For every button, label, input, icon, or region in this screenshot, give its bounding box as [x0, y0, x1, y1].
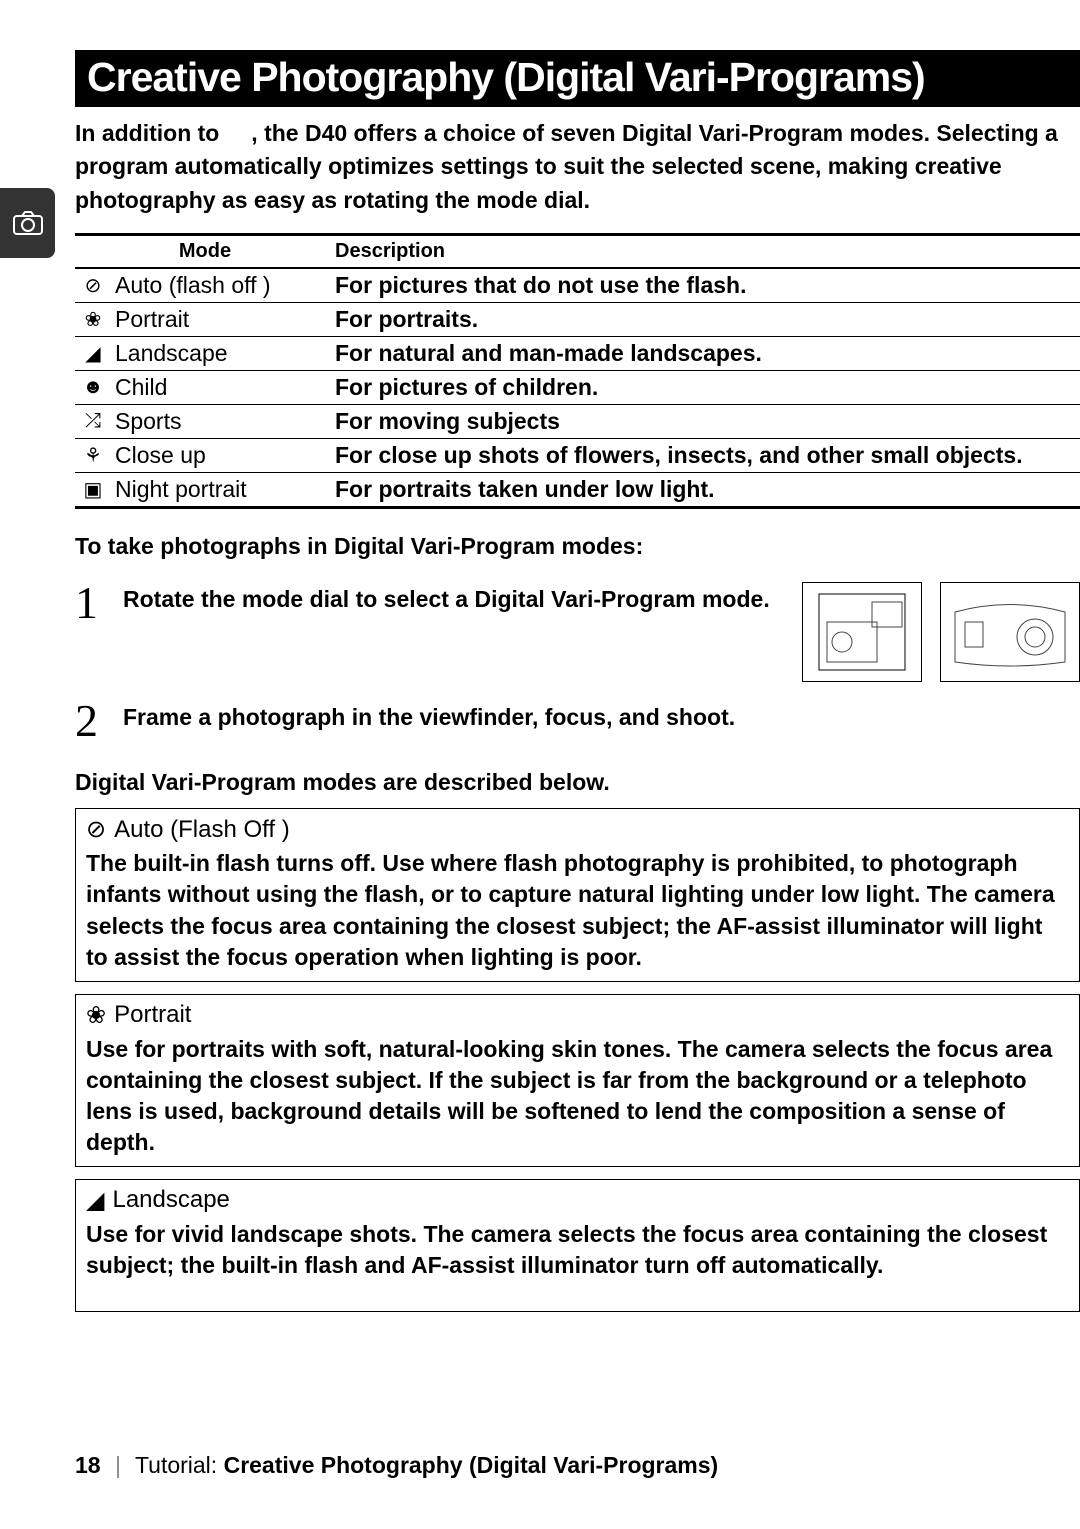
side-tab	[0, 188, 55, 258]
landscape-icon: ◢	[79, 341, 107, 366]
intro-paragraph: In addition to , the D40 offers a choice…	[75, 117, 1080, 217]
footer-separator: |	[115, 1452, 121, 1478]
camera-icon	[12, 210, 44, 236]
mode-desc: For natural and man-made landscapes.	[335, 337, 1080, 371]
block-body: Use for vivid landscape shots. The camer…	[86, 1219, 1069, 1281]
step-text: Rotate the mode dial to select a Digital…	[123, 582, 784, 613]
mode-dial-icon	[817, 592, 907, 672]
step-number: 1	[75, 582, 105, 623]
table-row: ◢ Landscape For natural and man-made land…	[75, 337, 1080, 371]
step-2: 2 Frame a photograph in the viewfinder, …	[75, 700, 1080, 741]
col-desc: Description	[335, 235, 1080, 269]
mode-label: Sports	[115, 408, 181, 435]
mode-label: Auto (flash off )	[115, 272, 271, 299]
child-icon: ☻	[79, 376, 107, 399]
page-title: Creative Photography (Digital Vari-Progr…	[75, 50, 1080, 107]
mode-description-block: ⊘ Auto (Flash Off ) The built-in flash tu…	[75, 808, 1080, 981]
mode-label: Portrait	[115, 306, 189, 333]
page-number: 18	[75, 1452, 101, 1478]
section-heading: To take photographs in Digital Vari-Prog…	[75, 533, 1080, 560]
mode-desc: For portraits.	[335, 303, 1080, 337]
mode-desc: For portraits taken under low light.	[335, 473, 1080, 508]
camera-tab-icon	[0, 188, 55, 258]
step-number: 2	[75, 700, 105, 741]
block-body: The built-in flash turns off. Use where …	[86, 848, 1069, 972]
mode-label: Night portrait	[115, 476, 247, 503]
auto-flash-off-icon: ⊘	[86, 815, 106, 844]
mode-desc: For close up shots of flowers, insects, …	[335, 439, 1080, 473]
col-mode: Mode	[75, 235, 335, 269]
page-footer: 18 | Tutorial: Creative Photography (Dig…	[75, 1452, 718, 1479]
block-body: Use for portraits with soft, natural-loo…	[86, 1034, 1069, 1158]
camera-body-icon	[950, 592, 1070, 672]
table-row: ❀ Portrait For portraits.	[75, 303, 1080, 337]
block-heading: Portrait	[114, 1001, 191, 1029]
mode-label: Child	[115, 374, 167, 401]
portrait-icon: ❀	[86, 1001, 106, 1030]
night-portrait-icon: ▣	[79, 477, 107, 502]
auto-flash-off-icon: ⊘	[79, 273, 107, 298]
step-text: Frame a photograph in the viewfinder, fo…	[123, 700, 1080, 731]
sports-icon: ⤮	[79, 410, 107, 433]
landscape-icon: ◢	[86, 1186, 104, 1215]
mode-desc: For pictures that do not use the flash.	[335, 268, 1080, 303]
step-figure	[940, 582, 1080, 682]
mode-desc: For pictures of children.	[335, 371, 1080, 405]
table-row: ⤮ Sports For moving subjects	[75, 405, 1080, 439]
block-heading: Landscape	[112, 1186, 229, 1214]
footer-section: Tutorial:	[135, 1452, 224, 1478]
step-figure	[802, 582, 922, 682]
mode-description-block: ❀ Portrait Use for portraits with soft, n…	[75, 994, 1080, 1167]
block-heading: Auto (Flash Off )	[114, 816, 290, 844]
table-row: ▣ Night portrait For portraits taken unde…	[75, 473, 1080, 508]
section-heading: Digital Vari-Program modes are described…	[75, 769, 1080, 796]
mode-label: Landscape	[115, 340, 228, 367]
table-row: ☻ Child For pictures of children.	[75, 371, 1080, 405]
table-row: ⚘ Close up For close up shots of flowers,…	[75, 439, 1080, 473]
mode-description-block: ◢ Landscape Use for vivid landscape shots…	[75, 1179, 1080, 1312]
modes-table: Mode Description ⊘ Auto (flash off ) For …	[75, 233, 1080, 509]
mode-label: Close up	[115, 442, 206, 469]
footer-title: Creative Photography (Digital Vari-Progr…	[224, 1452, 719, 1478]
portrait-icon: ❀	[79, 307, 107, 332]
table-row: ⊘ Auto (flash off ) For pictures that do …	[75, 268, 1080, 303]
step-1: 1 Rotate the mode dial to select a Digit…	[75, 582, 1080, 682]
mode-desc: For moving subjects	[335, 405, 1080, 439]
closeup-icon: ⚘	[79, 443, 107, 468]
